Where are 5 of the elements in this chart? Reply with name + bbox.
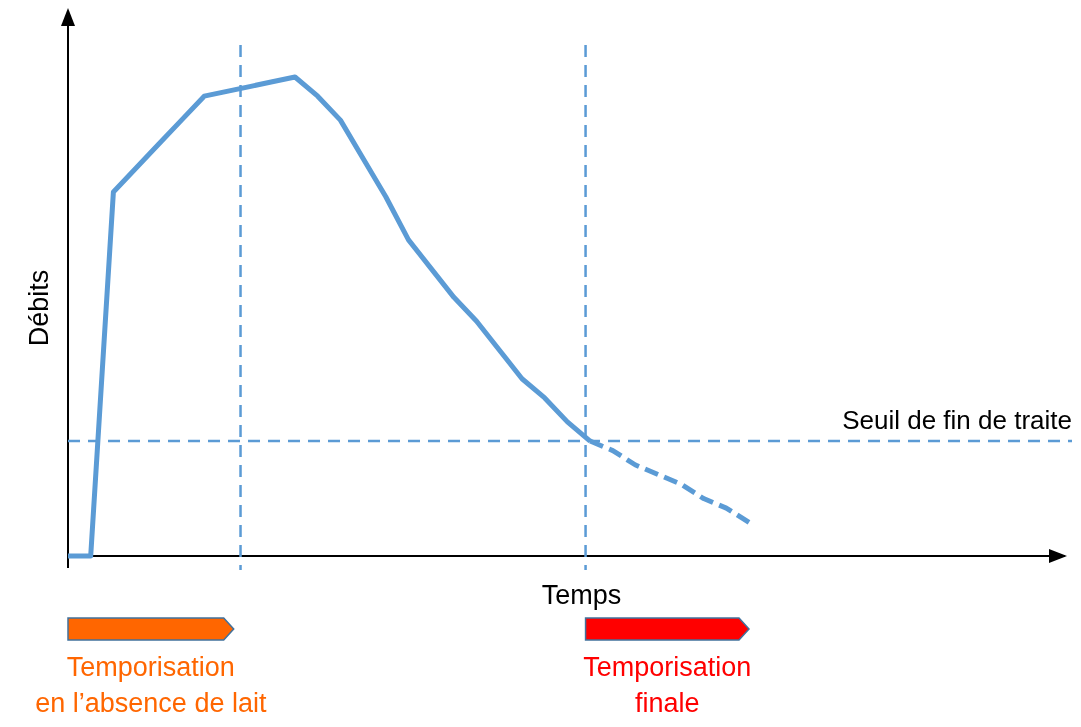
y-axis-title: Débits [24,269,54,347]
ref-line-label: Seuil de fin de traite [842,405,1072,436]
text: Temporisation finale [583,652,752,718]
x-axis-title: Temps [541,580,622,610]
text: Temporisation en l’absence de lait [35,652,267,718]
